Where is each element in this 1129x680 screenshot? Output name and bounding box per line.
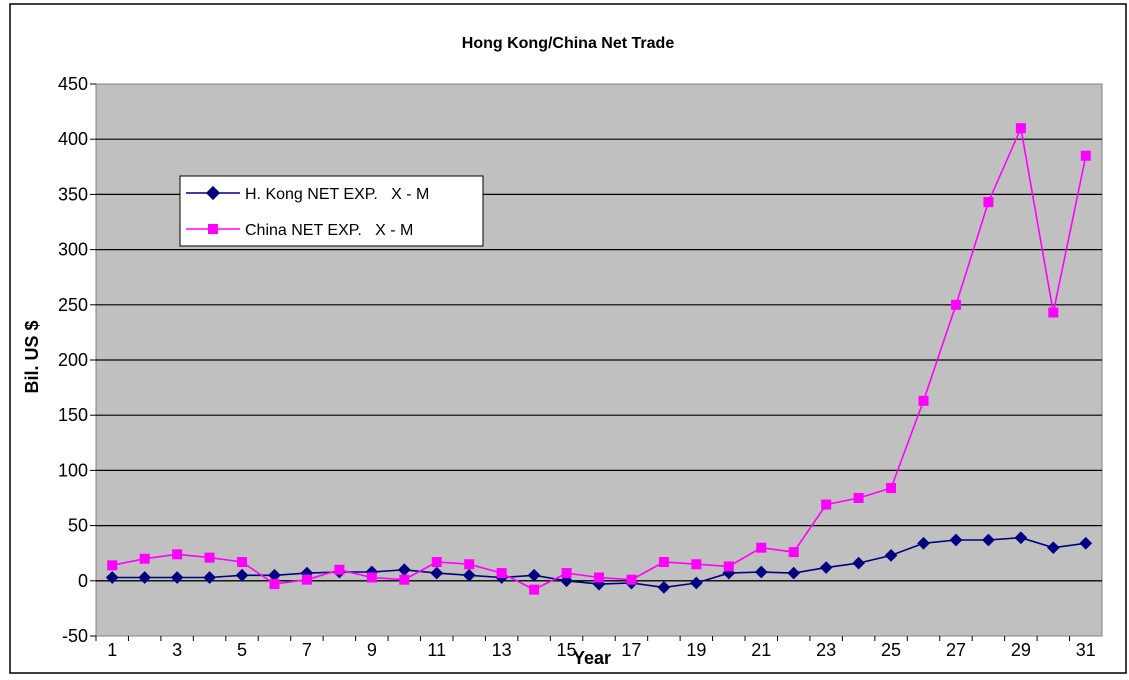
x-tick-label-21: 21 — [751, 640, 771, 660]
y-tick-label-1: 0 — [78, 571, 88, 591]
series-1-point-20 — [723, 561, 734, 572]
series-1-point-29 — [1015, 123, 1026, 134]
series-1-point-30 — [1048, 307, 1059, 318]
series-1-point-18 — [658, 557, 669, 568]
x-tick-label-11: 11 — [427, 640, 446, 660]
legend: H. Kong NET EXP. X - M China NET EXP. X … — [179, 175, 484, 247]
x-tick-label-5: 5 — [237, 640, 247, 660]
legend-marker-china — [208, 224, 218, 234]
y-tick-label-9: 400 — [58, 129, 88, 149]
x-tick-label-23: 23 — [816, 640, 836, 660]
series-1-point-27 — [950, 299, 961, 310]
series-1-point-26 — [918, 395, 929, 406]
legend-label-china: China NET EXP. X - M — [245, 222, 413, 239]
series-1-point-2 — [139, 553, 150, 564]
y-tick-label-7: 300 — [58, 240, 88, 260]
series-1-point-22 — [788, 547, 799, 558]
legend-marker-hk — [205, 185, 221, 201]
legend-label-hk: H. Kong NET EXP. X - M — [245, 186, 429, 203]
series-1-point-11 — [431, 557, 442, 568]
series-1-point-21 — [756, 542, 767, 553]
series-1-point-6 — [269, 579, 280, 590]
series-1-point-31 — [1080, 150, 1091, 161]
y-tick-label-10: 450 — [58, 74, 88, 94]
x-tick-label-25: 25 — [881, 640, 901, 660]
legend-box — [179, 175, 484, 247]
series-1-point-14 — [529, 584, 540, 595]
series-1-point-1 — [107, 560, 118, 571]
y-tick-label-6: 250 — [58, 295, 88, 315]
x-tick-label-27: 27 — [946, 640, 966, 660]
x-tick-label-1: 1 — [107, 640, 117, 660]
series-1-point-4 — [204, 552, 215, 563]
x-tick-label-17: 17 — [621, 640, 641, 660]
series-1-point-12 — [464, 559, 475, 570]
y-tick-label-4: 150 — [58, 405, 88, 425]
x-tick-label-15: 15 — [557, 640, 577, 660]
series-1-point-13 — [496, 568, 507, 579]
series-1-point-24 — [853, 493, 864, 503]
series-1-point-9 — [366, 572, 377, 583]
y-tick-label-5: 200 — [58, 350, 88, 370]
series-1-point-8 — [334, 564, 345, 575]
series-1-point-28 — [983, 197, 994, 208]
series-1-point-17 — [626, 574, 637, 585]
y-tick-label-2: 50 — [68, 516, 88, 536]
series-1-point-19 — [691, 559, 702, 570]
y-tick-label-0: -50 — [62, 626, 88, 646]
y-axis-label: Bil. US $ — [22, 320, 42, 393]
series-1-point-10 — [399, 574, 410, 585]
x-tick-label-13: 13 — [492, 640, 512, 660]
series-1-point-15 — [561, 568, 572, 579]
series-1-point-23 — [821, 499, 832, 510]
x-tick-label-19: 19 — [686, 640, 706, 660]
x-axis-label: Year — [573, 648, 611, 668]
series-1-point-3 — [172, 549, 183, 560]
x-tick-label-3: 3 — [172, 640, 182, 660]
series-1-point-7 — [301, 574, 312, 585]
series-1-point-25 — [886, 483, 897, 494]
series-1-point-5 — [237, 557, 248, 568]
series-1-point-16 — [594, 572, 604, 583]
y-tick-label-8: 350 — [58, 184, 88, 204]
x-tick-label-31: 31 — [1076, 640, 1096, 660]
y-tick-label-3: 100 — [58, 460, 88, 480]
x-tick-label-29: 29 — [1011, 640, 1031, 660]
x-axis-ticks: 1 3 5 7 9 11 13 15 17 19 21 23 25 27 29 31 — [95, 636, 1096, 660]
chart-title: Hong Kong/China Net Trade — [462, 35, 675, 52]
x-tick-label-7: 7 — [302, 640, 312, 660]
x-tick-label-9: 9 — [367, 640, 377, 660]
y-axis-ticks: -50 0 50 100 150 200 250 300 350 400 450 — [58, 74, 96, 646]
